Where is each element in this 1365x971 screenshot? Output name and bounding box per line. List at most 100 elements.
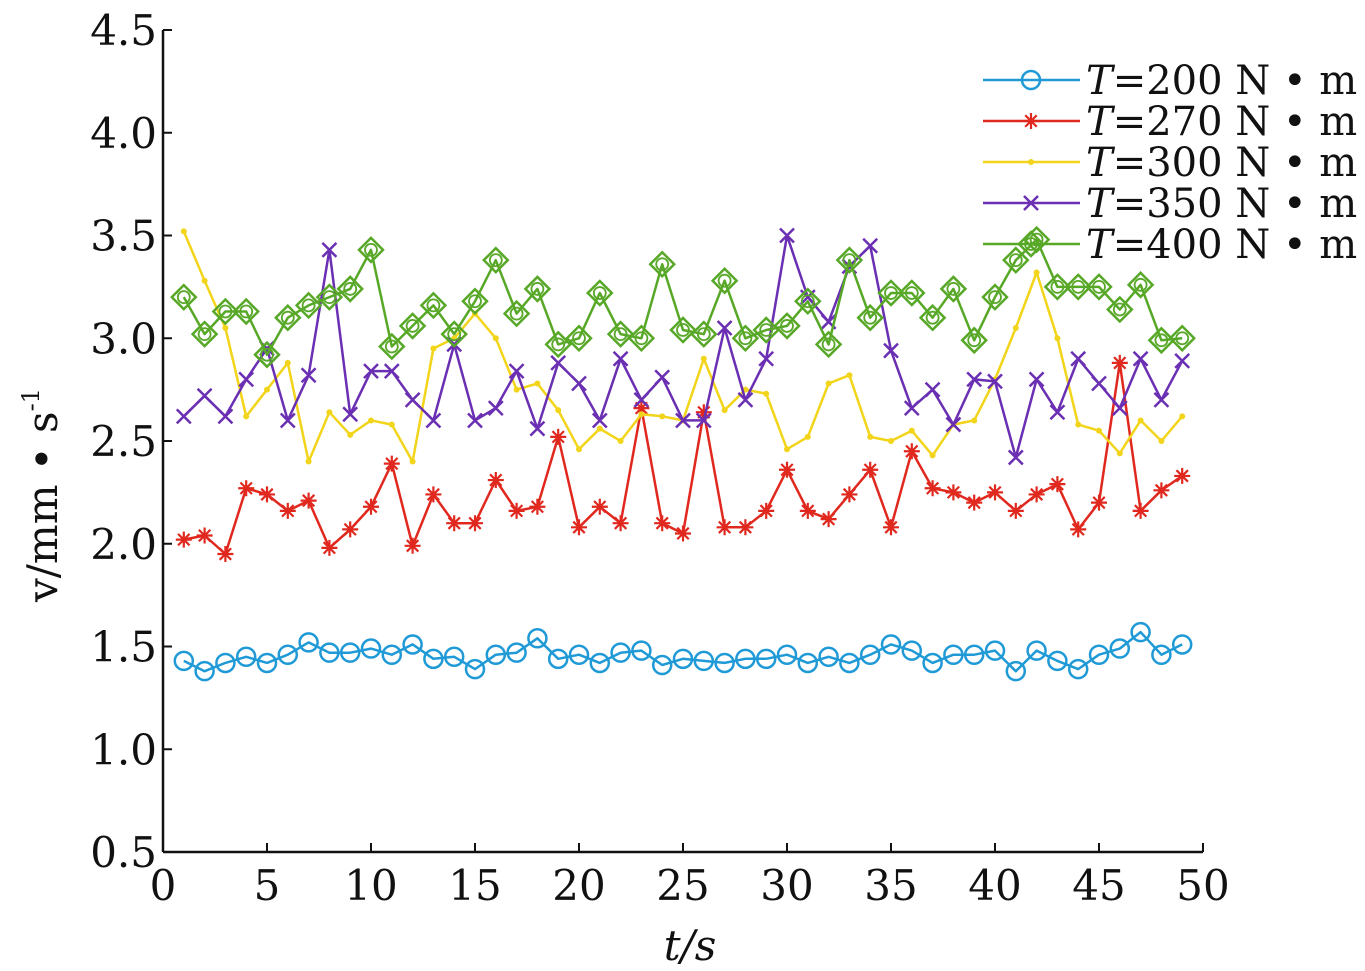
- data-point: [888, 438, 894, 444]
- data-point: [714, 652, 735, 674]
- y-tick-label: 3.0: [90, 314, 157, 363]
- data-point: [797, 652, 819, 674]
- data-point: [633, 392, 650, 408]
- data-point: [1179, 413, 1186, 420]
- data-point: [606, 320, 635, 348]
- series-line: [182, 238, 1183, 356]
- data-point: [215, 652, 236, 674]
- data-point: [721, 407, 728, 414]
- data-point: [529, 420, 546, 437]
- data-point: [1070, 350, 1087, 367]
- data-point: [693, 650, 715, 672]
- data-point: [1109, 638, 1131, 659]
- series-5: [170, 225, 1196, 369]
- data-point: [1012, 324, 1019, 331]
- data-point: [1017, 230, 1045, 258]
- data-point: [654, 369, 671, 386]
- data-point: [360, 638, 382, 659]
- data-point: [755, 648, 777, 670]
- data-point: [1111, 354, 1128, 371]
- x-tick-label: 45: [1072, 861, 1125, 910]
- x-tick-label: 25: [656, 861, 709, 910]
- data-point: [277, 644, 299, 665]
- data-point: [1075, 421, 1082, 428]
- data-point: [300, 492, 317, 509]
- data-point: [776, 644, 798, 665]
- data-point: [773, 312, 801, 340]
- data-point: [846, 372, 853, 379]
- data-point: [363, 498, 379, 515]
- data-point: [368, 417, 374, 424]
- data-point: [513, 386, 520, 393]
- data-point: [461, 287, 489, 316]
- data-point: [758, 502, 775, 519]
- data-point: [841, 486, 858, 503]
- data-point: [196, 387, 213, 404]
- data-point: [388, 421, 395, 428]
- data-point: [383, 455, 400, 472]
- data-point: [877, 279, 905, 307]
- data-point: [238, 371, 255, 388]
- data-point: [550, 355, 567, 371]
- data-point: [908, 427, 915, 434]
- data-point: [1091, 494, 1107, 511]
- legend-entry: T=200 N • m: [983, 58, 1357, 104]
- data-point: [235, 646, 257, 668]
- data-point: [467, 515, 483, 532]
- legend-entry: T=400 N • m: [983, 222, 1357, 268]
- data-point: [1174, 352, 1191, 369]
- data-point: [492, 335, 499, 342]
- data-point: [903, 400, 920, 417]
- data-point: [217, 408, 234, 425]
- y-axis-label: v/mm • s-1: [17, 388, 67, 603]
- data-point: [381, 644, 403, 665]
- data-point: [565, 324, 593, 353]
- data-point: [659, 413, 666, 420]
- data-point: [862, 461, 879, 478]
- data-point: [779, 227, 795, 244]
- y-tick-label: 1.5: [90, 623, 157, 672]
- data-point: [627, 324, 656, 353]
- y-tick-label: 4.0: [90, 109, 157, 158]
- data-point: [984, 640, 1006, 661]
- data-point: [440, 320, 468, 348]
- data-point: [170, 283, 198, 311]
- data-point: [856, 303, 884, 332]
- series-2: [175, 354, 1191, 563]
- data-point: [571, 519, 587, 536]
- x-tick-label: 40: [968, 861, 1021, 910]
- data-point: [924, 480, 941, 497]
- y-ticks: 0.5 1.0 1.5 2.0 2.5 3.0 3.5 4.0 4.5: [90, 6, 172, 877]
- data-point: [638, 411, 645, 418]
- data-point: [1028, 486, 1045, 503]
- data-point: [966, 494, 983, 511]
- data-point: [901, 640, 923, 661]
- data-point: [544, 330, 572, 359]
- data-point: [1096, 427, 1102, 434]
- y-axis-label-superscript: -1: [17, 388, 45, 411]
- data-point: [963, 644, 985, 665]
- y-tick-label: 3.5: [90, 212, 157, 261]
- data-point: [1028, 371, 1045, 388]
- data-point: [918, 303, 947, 332]
- data-point: [217, 546, 234, 563]
- data-point: [883, 519, 899, 536]
- data-point: [591, 412, 608, 429]
- data-point: [363, 363, 379, 380]
- data-point: [859, 644, 881, 665]
- data-point: [586, 279, 614, 307]
- data-point: [943, 644, 964, 665]
- data-point: [799, 502, 816, 519]
- y-tick-label: 2.0: [90, 520, 157, 569]
- data-point: [971, 417, 978, 424]
- data-point: [1174, 467, 1191, 484]
- series-line: [182, 234, 1184, 459]
- data-point: [710, 266, 739, 295]
- data-point: [1064, 273, 1092, 301]
- data-point: [804, 433, 811, 440]
- data-point: [651, 654, 673, 676]
- data-point: [1070, 521, 1087, 538]
- data-point: [675, 412, 691, 429]
- y-tick-label: 0.5: [90, 828, 157, 877]
